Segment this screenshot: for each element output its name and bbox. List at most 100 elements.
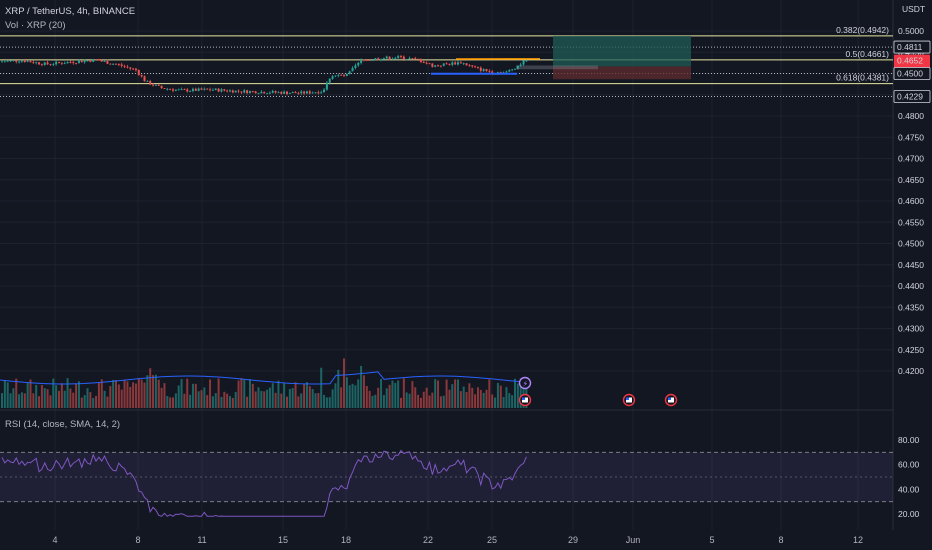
projection-box	[516, 65, 598, 70]
candle-body	[86, 60, 89, 62]
volume-bar	[468, 383, 471, 408]
volume-bar	[303, 384, 306, 408]
candle-body	[311, 92, 314, 94]
volume-bar	[343, 358, 345, 408]
chart-title[interactable]: XRP / TetherUS, 4h, BINANCE	[5, 6, 136, 17]
grid	[0, 0, 894, 530]
price-badge[interactable]	[893, 67, 931, 80]
candle-body	[143, 76, 146, 82]
candle-body	[254, 91, 257, 94]
candle-body	[257, 93, 260, 95]
volume-bar	[482, 392, 485, 408]
volume-bar	[499, 385, 502, 408]
candle-body	[288, 93, 291, 94]
candle-body	[6, 60, 9, 62]
candle-body	[454, 62, 457, 65]
volume-bar	[445, 379, 448, 408]
volume-bar	[457, 379, 459, 408]
volume-bar	[126, 381, 129, 408]
candle-body	[280, 92, 283, 94]
volume-bar	[388, 384, 391, 408]
candle-body	[317, 92, 320, 94]
volume-bar	[365, 386, 368, 408]
rsi-tick: 60.00	[898, 460, 920, 470]
price-axis[interactable]: USDT0.50000.49500.49000.48500.48000.4750…	[893, 4, 931, 519]
candle-body	[382, 58, 385, 60]
candle-body	[29, 61, 32, 63]
volume-legend[interactable]: Vol · XRP (20)	[5, 20, 66, 31]
volume-bar	[266, 389, 269, 408]
candle-body	[371, 60, 374, 61]
volume-bar	[323, 395, 326, 408]
volume-bar	[223, 391, 226, 408]
candle-body	[431, 63, 434, 67]
volume-bar	[260, 390, 263, 408]
candle-body	[46, 62, 49, 65]
volume-bar	[15, 378, 18, 408]
candle-body	[442, 63, 445, 66]
candle-body	[286, 91, 288, 94]
volume-bar	[40, 385, 43, 408]
volume-bar	[308, 386, 311, 408]
volume-bar	[180, 379, 183, 408]
volume-bar	[95, 395, 98, 408]
candle-body	[120, 64, 123, 66]
rsi-legend[interactable]: RSI (14, close, SMA, 14, 2)	[5, 419, 121, 430]
fib-level-label[interactable]: 0.382(0.4942)	[836, 25, 889, 35]
time-label: 4	[52, 535, 57, 545]
candle-body	[9, 60, 12, 62]
price-badge[interactable]	[893, 40, 931, 54]
candle-body	[103, 61, 106, 62]
candle-body	[169, 88, 172, 90]
price-badge-label: 0.4652	[897, 56, 923, 66]
volume-bar	[288, 388, 291, 408]
candle-body	[328, 78, 331, 83]
candle-body	[132, 68, 135, 70]
candle-body	[3, 61, 6, 63]
candle-body	[268, 92, 271, 94]
candle-body	[471, 65, 474, 67]
candle-body	[63, 63, 66, 65]
candle-body	[305, 91, 308, 94]
fib-level-label[interactable]: 0.618(0.4381)	[836, 73, 889, 83]
currency-label: USDT	[902, 4, 925, 14]
volume-bar	[476, 387, 479, 408]
volume-bar	[203, 387, 206, 408]
time-axis[interactable]: 4 8 11 15 18 22 25 29 Jun 5 8 12	[52, 535, 863, 545]
candle-body	[97, 59, 100, 61]
volume-bar	[163, 383, 166, 408]
candle-body	[368, 60, 371, 61]
candle-body	[343, 75, 345, 77]
candle-body	[434, 65, 437, 67]
candle-body	[157, 84, 160, 86]
volume-bar	[511, 395, 514, 408]
candles	[1, 54, 528, 96]
price-tick: 0.4300	[898, 324, 924, 334]
fib-level-label[interactable]: 0.5(0.4661)	[846, 49, 890, 59]
candle-body	[106, 61, 109, 64]
candle-body	[229, 90, 231, 92]
volume-bar	[29, 379, 32, 408]
volume-bar	[248, 379, 251, 408]
candle-body	[476, 67, 479, 68]
volume-bar	[174, 393, 177, 408]
candle-body	[516, 65, 519, 69]
long-position-tool[interactable]	[516, 35, 691, 80]
candle-body	[320, 92, 323, 94]
price-tick: 0.4600	[898, 196, 924, 206]
price-badge[interactable]	[893, 90, 931, 103]
lightning-icon[interactable]	[518, 376, 532, 390]
volume-bar	[229, 396, 231, 408]
candle-body	[109, 63, 112, 65]
volume-bar	[394, 382, 397, 408]
volume-bar	[172, 397, 174, 408]
candle-body	[72, 62, 75, 64]
volume-bar	[200, 390, 203, 408]
event-markers[interactable]: ⚡	[518, 376, 678, 407]
candle-body	[365, 60, 368, 61]
volume-bar	[23, 393, 26, 408]
drawings[interactable]	[431, 58, 541, 75]
volume-bar	[294, 382, 297, 408]
volume-bar	[428, 395, 431, 408]
